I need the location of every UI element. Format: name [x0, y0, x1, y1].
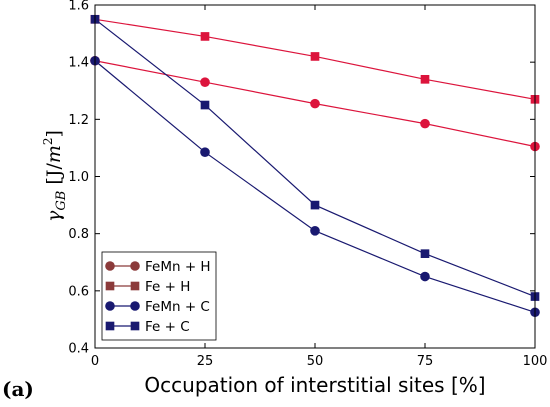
y-tick-label: 1.6: [68, 0, 89, 14]
legend-label: Fe + C: [145, 319, 190, 335]
x-tick-label: 75: [417, 354, 434, 369]
data-point: [200, 100, 210, 110]
y-tick-label: 0.8: [68, 227, 89, 242]
ticks-layer: 0 25 50 75 100 0.4 0.6 0.8 1.0 1.2 1.4 1.6: [68, 0, 547, 369]
data-point: [200, 77, 210, 87]
legend-label: FeMn + H: [145, 259, 211, 275]
legend-marker: [105, 321, 115, 331]
x-tick-label: 50: [307, 354, 324, 369]
y-tick-label: 0.4: [68, 342, 89, 357]
y-axis-title: γGB [J/m2]: [41, 130, 69, 222]
x-tick-label: 0: [91, 354, 99, 369]
series-group: [90, 55, 540, 318]
data-point: [200, 147, 210, 158]
y-tick-label: 1.4: [68, 56, 89, 71]
legend-marker: [105, 301, 115, 311]
legend: FeMn + H Fe + H FeMn + C Fe + C: [101, 251, 217, 341]
data-point: [420, 74, 430, 84]
legend-marker: [130, 261, 140, 271]
data-point: [310, 52, 320, 61]
panel-label: (a): [2, 377, 34, 401]
legend-marker: [130, 281, 140, 291]
y-tick-label: 1.0: [68, 170, 89, 185]
x-tick-label: 100: [523, 354, 548, 369]
x-tick-label: 25: [197, 354, 214, 369]
y-tick-label: 0.6: [68, 284, 89, 299]
data-point: [420, 118, 430, 129]
series-group: [90, 55, 540, 152]
legend-box: [101, 251, 217, 341]
y-tick-label: 1.2: [68, 113, 89, 128]
legend-marker: [130, 301, 140, 311]
legend-label: FeMn + C: [145, 299, 210, 315]
data-point: [420, 249, 430, 258]
x-axis-title: Occupation of interstitial sites [%]: [144, 373, 485, 397]
legend-marker: [105, 281, 115, 291]
series-group: [90, 14, 540, 104]
data-point: [310, 98, 320, 109]
data-point: [310, 226, 320, 236]
plot-frame: [94, 4, 536, 349]
data-point: [420, 271, 430, 282]
legend-label: Fe + H: [145, 279, 190, 295]
legend-marker: [105, 261, 115, 271]
data-point: [200, 32, 210, 41]
data-point: [310, 200, 320, 210]
legend-marker: [130, 321, 140, 331]
